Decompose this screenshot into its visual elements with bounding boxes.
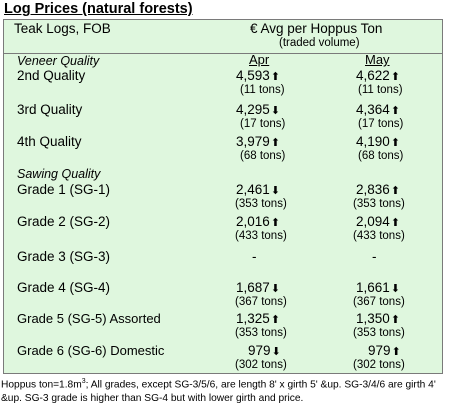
- price-value: 4,364: [356, 102, 390, 117]
- price-may: 2,836⬆: [356, 182, 402, 197]
- traded-volume-may: (68 tons): [358, 150, 404, 162]
- row-label: Grade 5 (SG-5) Assorted: [17, 311, 161, 326]
- price-may: 1,661⬇: [356, 280, 402, 295]
- price-apr: -: [252, 249, 257, 264]
- price-value: -: [372, 249, 377, 264]
- arrow-up-icon: ⬆: [270, 71, 281, 83]
- header-right-label: € Avg per Hoppus Ton: [250, 21, 383, 36]
- arrow-down-icon: ⬇: [270, 105, 281, 117]
- arrow-up-icon: ⬆: [390, 217, 401, 229]
- row-label: Grade 1 (SG-1): [17, 182, 111, 197]
- arrow-up-icon: ⬆: [390, 185, 401, 197]
- price-apr: 1,325⬆: [236, 311, 282, 326]
- row-label: Grade 6 (SG-6) Domestic: [17, 343, 165, 358]
- arrow-up-icon: ⬆: [390, 105, 401, 117]
- price-may: 4,622⬆: [356, 68, 402, 83]
- row-label: Grade 3 (SG-3): [17, 249, 111, 264]
- arrow-up-icon: ⬆: [390, 137, 401, 149]
- price-value: 3,979: [236, 134, 270, 149]
- traded-volume-may: (302 tons): [353, 359, 405, 371]
- price-may: 4,190⬆: [356, 134, 402, 149]
- traded-volume-may: (17 tons): [358, 118, 404, 130]
- arrow-down-icon: ⬇: [390, 283, 401, 295]
- traded-volume-may: (11 tons): [358, 84, 403, 96]
- traded-volume-may: (367 tons): [353, 296, 405, 308]
- header-divider: [4, 53, 442, 54]
- price-apr: 3,979⬆: [236, 134, 282, 149]
- row-label: Grade 4 (SG-4): [17, 280, 111, 295]
- price-value: 4,622: [356, 68, 390, 83]
- row-label: 4th Quality: [17, 134, 82, 149]
- price-value: 4,593: [236, 68, 270, 83]
- price-apr: 4,593⬆: [236, 68, 282, 83]
- price-apr: 2,461⬇: [236, 182, 282, 197]
- footnote-superscript: 3: [81, 378, 86, 385]
- traded-volume-apr: (11 tons): [240, 84, 285, 96]
- price-may: 4,364⬆: [356, 102, 402, 117]
- price-value: 2,094: [356, 214, 390, 229]
- arrow-down-icon: ⬇: [270, 283, 281, 295]
- page-title: Log Prices (natural forests): [4, 1, 193, 17]
- footnote-text-1: Hoppus ton=1.8m: [1, 379, 82, 391]
- price-table: Teak Logs, FOB € Avg per Hoppus Ton (tra…: [3, 19, 443, 374]
- price-value: 1,350: [356, 311, 390, 326]
- traded-volume-apr: (367 tons): [235, 296, 287, 308]
- footnote-text-2: ; All grades, except SG-3/5/6, are lengt…: [1, 379, 436, 405]
- arrow-up-icon: ⬆: [390, 314, 401, 326]
- section-veneer-quality: Veneer Quality: [17, 54, 100, 68]
- price-value: 1,325: [236, 311, 270, 326]
- price-value: 4,295: [236, 102, 270, 117]
- row-label: 3rd Quality: [17, 102, 83, 117]
- price-value: 4,190: [356, 134, 390, 149]
- price-value: 1,661: [356, 280, 390, 295]
- traded-volume-apr: (353 tons): [235, 327, 287, 339]
- price-value: 979: [368, 343, 391, 358]
- price-value: -: [252, 249, 257, 264]
- price-may: 979⬆: [368, 343, 403, 358]
- price-apr: 979⬇: [248, 343, 283, 358]
- price-apr: 1,687⬇: [236, 280, 282, 295]
- row-label: Grade 2 (SG-2): [17, 214, 111, 229]
- price-apr: 2,016⬆: [236, 214, 282, 229]
- traded-volume-apr: (302 tons): [235, 359, 287, 371]
- price-value: 2,461: [236, 182, 270, 197]
- header-left-label: Teak Logs, FOB: [14, 21, 111, 36]
- column-header-apr: Apr: [249, 52, 270, 67]
- row-label: 2nd Quality: [17, 68, 86, 83]
- traded-volume-may: (353 tons): [353, 198, 405, 210]
- section-sawing-quality: Sawing Quality: [17, 167, 101, 181]
- price-apr: 4,295⬇: [236, 102, 282, 117]
- traded-volume-may: (433 tons): [353, 230, 405, 242]
- price-value: 2,016: [236, 214, 270, 229]
- traded-volume-apr: (68 tons): [240, 150, 286, 162]
- footnote: Hoppus ton=1.8m3; All grades, except SG-…: [1, 375, 448, 406]
- header-subtitle: (traded volume): [279, 37, 360, 49]
- arrow-down-icon: ⬇: [271, 346, 281, 358]
- arrow-up-icon: ⬆: [391, 346, 401, 358]
- price-value: 1,687: [236, 280, 270, 295]
- price-may: -: [372, 249, 377, 264]
- traded-volume-apr: (17 tons): [240, 118, 286, 130]
- traded-volume-may: (353 tons): [353, 327, 405, 339]
- price-value: 979: [248, 343, 271, 358]
- arrow-up-icon: ⬆: [390, 71, 401, 83]
- arrow-up-icon: ⬆: [270, 217, 281, 229]
- price-value: 2,836: [356, 182, 390, 197]
- arrow-up-icon: ⬆: [270, 314, 281, 326]
- traded-volume-apr: (433 tons): [235, 230, 287, 242]
- price-may: 2,094⬆: [356, 214, 402, 229]
- price-may: 1,350⬆: [356, 311, 402, 326]
- column-header-may: May: [365, 52, 390, 67]
- arrow-down-icon: ⬇: [270, 185, 281, 197]
- arrow-up-icon: ⬆: [270, 137, 281, 149]
- traded-volume-apr: (353 tons): [235, 198, 287, 210]
